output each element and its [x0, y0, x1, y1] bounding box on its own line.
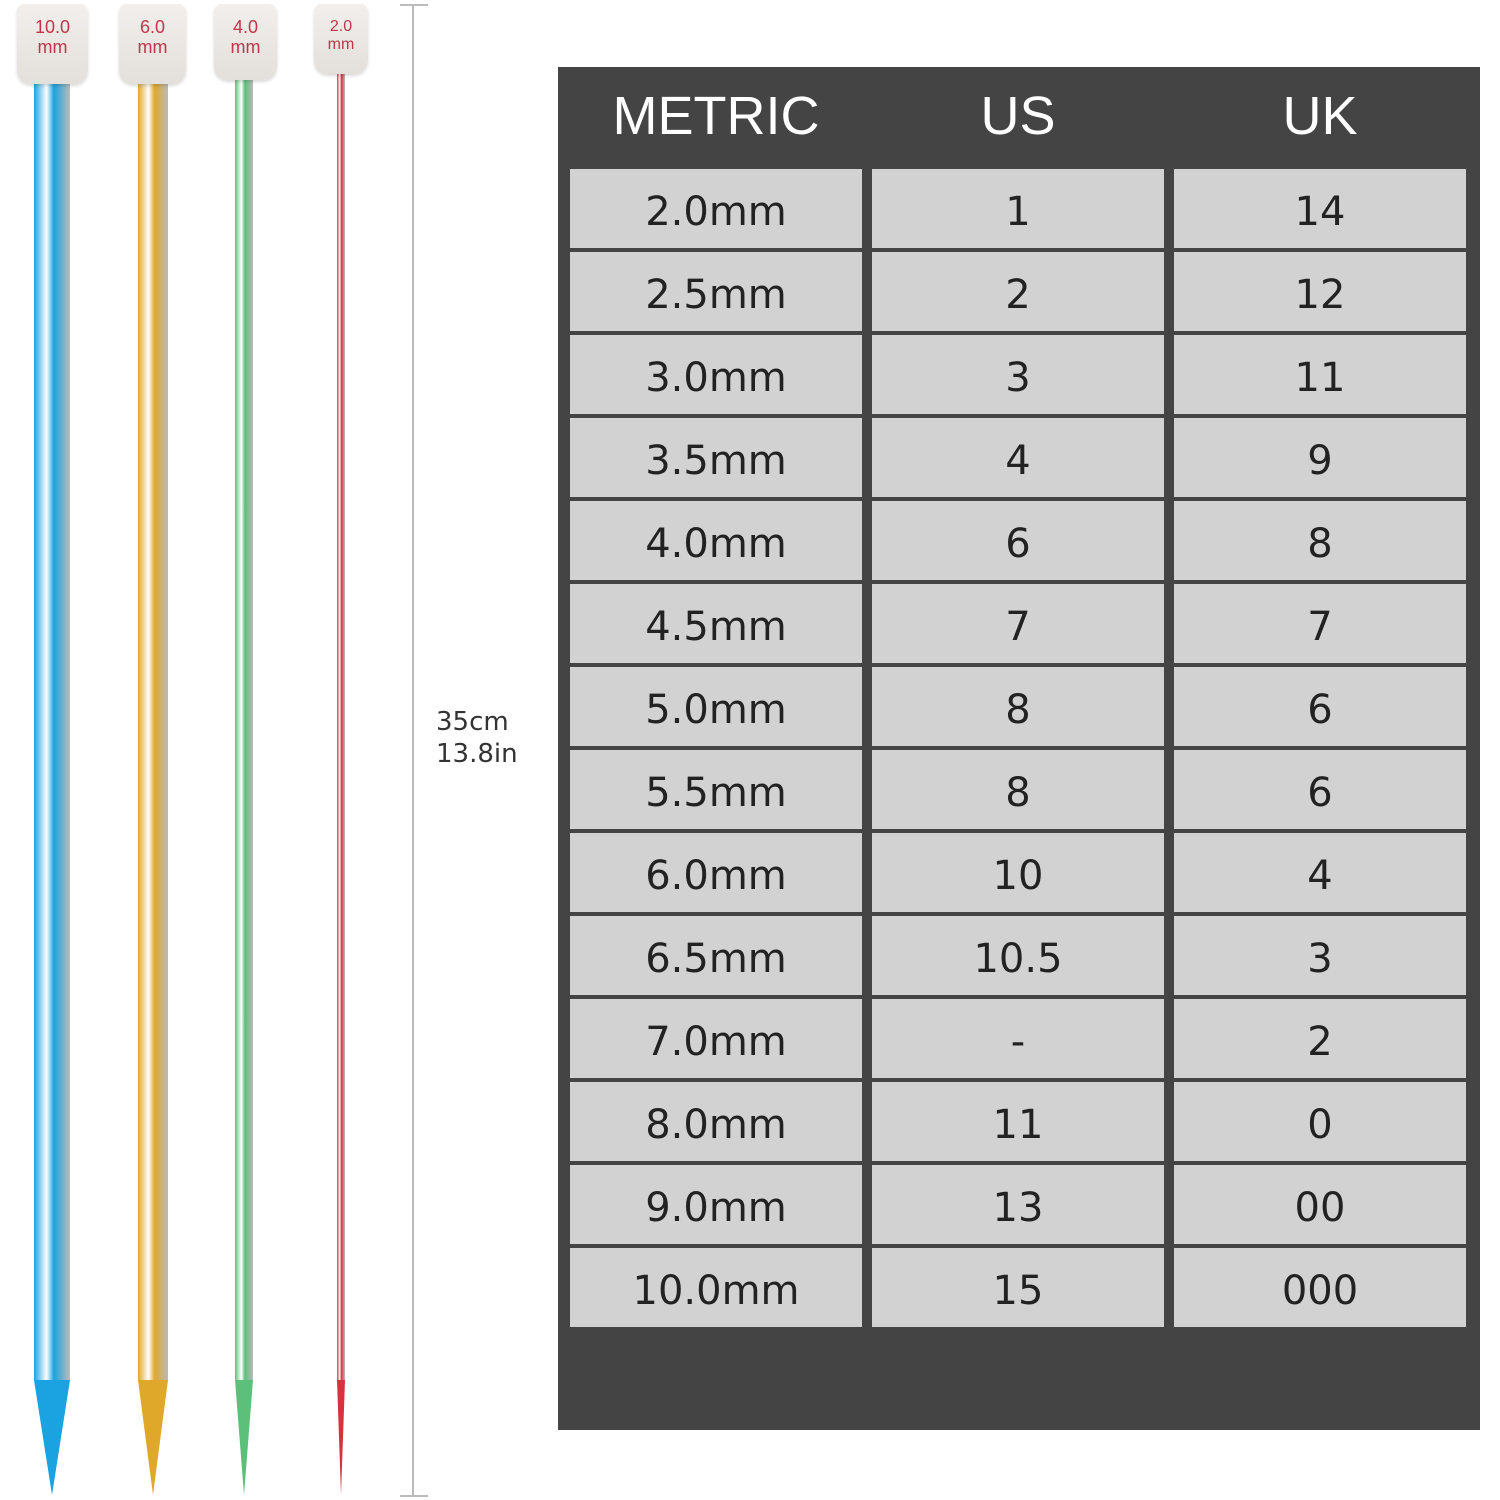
- needle-shaft: [34, 60, 70, 1380]
- metric-cell: 2.0mm: [570, 169, 862, 248]
- needle-cap: 10.0 mm: [17, 4, 88, 84]
- metric-cell: 3.5mm: [570, 418, 862, 497]
- needle-tip: [138, 1380, 168, 1495]
- us-cell: 6: [872, 501, 1164, 580]
- metric-cell: 4.5mm: [570, 584, 862, 663]
- uk-cell: 9: [1174, 418, 1466, 497]
- metric-cell: 8.0mm: [570, 1082, 862, 1161]
- size-conversion-table: METRIC US UK 2.0mm 1 14 2.5mm 2 12 3.0mm 3 11 3.5…: [558, 67, 1480, 1430]
- uk-cell: 7: [1174, 584, 1466, 663]
- length-cm: 35cm: [436, 707, 509, 737]
- length-ruler: [412, 4, 414, 1497]
- metric-cell: 2.5mm: [570, 252, 862, 331]
- metric-cell: 7.0mm: [570, 999, 862, 1078]
- needle-unit: mm: [37, 36, 68, 57]
- uk-cell: 6: [1174, 667, 1466, 746]
- uk-cell: 8: [1174, 501, 1466, 580]
- length-in: 13.8in: [436, 739, 518, 769]
- metric-cell: 6.5mm: [570, 916, 862, 995]
- ruler-bottom-tick: [400, 1495, 428, 1497]
- uk-cell: 11: [1174, 335, 1466, 414]
- uk-cell: 000: [1174, 1248, 1466, 1327]
- needle-size: 2.0: [329, 18, 353, 35]
- needle-cap: 6.0 mm: [119, 4, 186, 84]
- us-cell: 13: [872, 1165, 1164, 1244]
- uk-cell: 0: [1174, 1082, 1466, 1161]
- metric-cell: 10.0mm: [570, 1248, 862, 1327]
- uk-cell: 4: [1174, 833, 1466, 912]
- needle-shaft: [138, 60, 168, 1380]
- needle-cap: 2.0 mm: [314, 4, 368, 74]
- needle-tip: [34, 1380, 70, 1495]
- needle-unit: mm: [137, 36, 168, 57]
- needle-size: 10.0: [34, 17, 71, 37]
- uk-cell: 3: [1174, 916, 1466, 995]
- needle-cap: 4.0 mm: [214, 4, 277, 80]
- us-cell: 15: [872, 1248, 1164, 1327]
- us-cell: 4: [872, 418, 1164, 497]
- us-cell: 1: [872, 169, 1164, 248]
- needle-shaft: [337, 60, 345, 1380]
- us-cell: 10: [872, 833, 1164, 912]
- uk-cell: 12: [1174, 252, 1466, 331]
- needle-size: 6.0: [139, 17, 166, 37]
- uk-cell: 6: [1174, 750, 1466, 829]
- header-us: US: [980, 86, 1056, 146]
- needle-unit: mm: [230, 36, 261, 57]
- us-cell: 3: [872, 335, 1164, 414]
- needle-tip: [235, 1380, 253, 1495]
- needle-unit: mm: [327, 35, 355, 53]
- metric-cell: 3.0mm: [570, 335, 862, 414]
- needle-shaft: [235, 60, 253, 1380]
- us-cell: 10.5: [872, 916, 1164, 995]
- metric-cell: 5.0mm: [570, 667, 862, 746]
- us-cell: 8: [872, 667, 1164, 746]
- needle-size: 4.0: [232, 17, 259, 37]
- uk-cell: 00: [1174, 1165, 1466, 1244]
- metric-cell: 5.5mm: [570, 750, 862, 829]
- needle-tip: [337, 1380, 345, 1495]
- uk-cell: 14: [1174, 169, 1466, 248]
- ruler-top-tick: [400, 4, 428, 6]
- metric-cell: 6.0mm: [570, 833, 862, 912]
- us-cell: -: [872, 999, 1164, 1078]
- header-uk: UK: [1282, 86, 1358, 146]
- header-metric: METRIC: [612, 86, 820, 146]
- metric-cell: 9.0mm: [570, 1165, 862, 1244]
- us-cell: 11: [872, 1082, 1164, 1161]
- us-cell: 8: [872, 750, 1164, 829]
- us-cell: 7: [872, 584, 1164, 663]
- metric-cell: 4.0mm: [570, 501, 862, 580]
- us-cell: 2: [872, 252, 1164, 331]
- uk-cell: 2: [1174, 999, 1466, 1078]
